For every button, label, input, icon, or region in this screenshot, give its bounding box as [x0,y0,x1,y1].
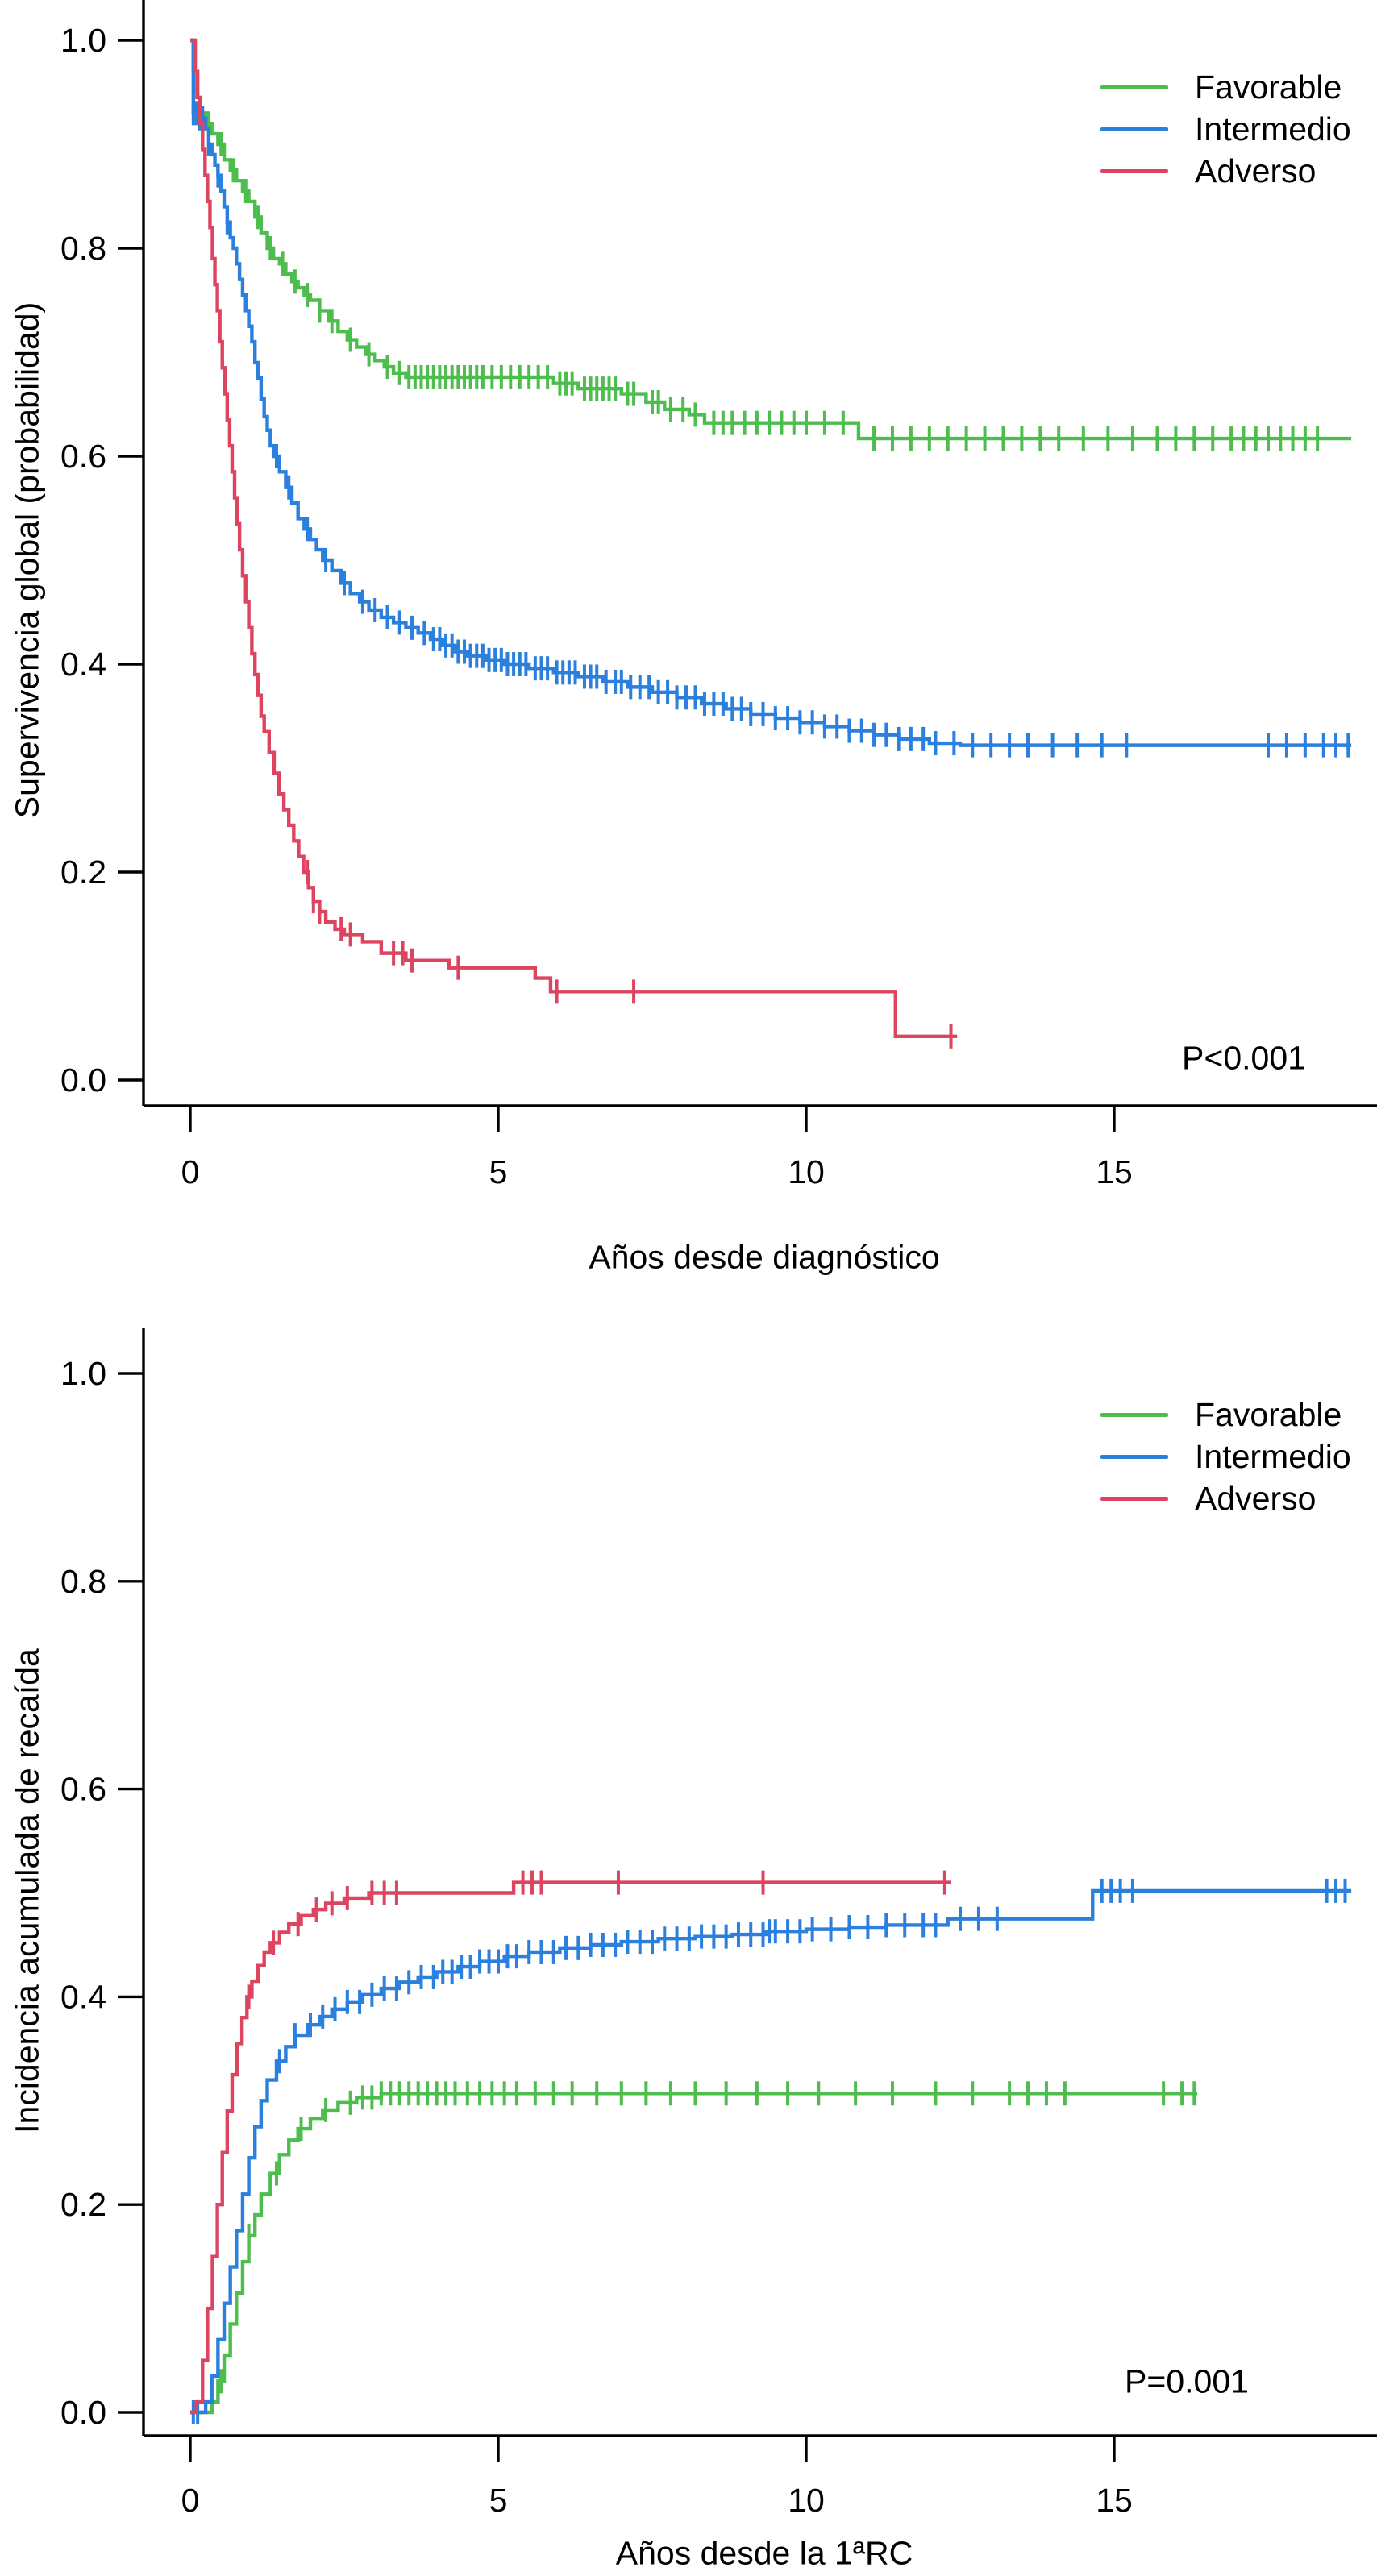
x-tick-label: 0 [181,1153,200,1190]
adverso-line-swatch [1100,1497,1168,1501]
curve-favorable [190,38,1352,441]
curve-favorable [190,2092,1198,2415]
y-tick-label: 0.6 [60,1771,106,1808]
y-tick-label: 0.6 [60,438,106,475]
os-legend: Favorable Intermedio Adverso [1100,68,1367,229]
legend-label: Favorable [1195,69,1342,106]
x-tick-label: 15 [1096,2482,1133,2519]
curve-adverso [190,38,958,1039]
os-x-axis-label: Años desde diagnóstico [589,1238,940,1276]
legend-label: Adverso [1195,152,1317,189]
legend-label: Favorable [1195,1396,1342,1433]
cir-p-value: P=0.001 [1125,2362,1249,2400]
curve-adverso [190,1880,951,2415]
legend-label: Intermedio [1195,1438,1351,1475]
x-tick-label: 10 [788,2482,825,2519]
y-tick-label: 0.2 [60,2186,106,2223]
intermedio-line-swatch [1100,127,1168,131]
y-tick-label: 0.2 [60,854,106,891]
x-tick-label: 0 [181,2482,200,2519]
adverso-line-swatch [1100,169,1168,173]
y-tick-label: 0.8 [60,1563,106,1600]
x-tick-label: 5 [489,2482,508,2519]
cir-legend: Favorable Intermedio Adverso [1100,1395,1367,1556]
relapse-incidence-chart: 0.0 0.2 0.4 0.6 0.8 1.0 0 5 10 15 [60,1328,1377,2519]
os-y-axis-label: Supervivencia global (probabilidad) [8,301,46,819]
favorable-line-swatch [1100,1413,1168,1417]
y-tick-label: 0.0 [60,1062,106,1099]
legend-label: Intermedio [1195,110,1351,147]
favorable-line-swatch [1100,85,1168,89]
y-tick-label: 0.0 [60,2394,106,2431]
y-tick-label: 1.0 [60,1355,106,1392]
x-tick-label: 5 [489,1153,508,1190]
cir-y-axis-label: Incidencia acumulada de recaída [8,1648,46,2134]
curve-intermedio [190,1888,1352,2415]
legend-label: Adverso [1195,1480,1317,1517]
y-tick-label: 0.4 [60,646,106,683]
cir-x-axis-label: Años desde la 1ªRC [615,2534,913,2572]
os-p-value: P<0.001 [1182,1039,1306,1077]
x-tick-label: 15 [1096,1153,1133,1190]
y-tick-label: 1.0 [60,22,106,59]
overall-survival-chart: 0.0 0.2 0.4 0.6 0.8 1.0 0 5 10 15 [60,0,1377,1190]
y-tick-label: 0.8 [60,230,106,267]
intermedio-line-swatch [1100,1455,1168,1459]
y-tick-label: 0.4 [60,1978,106,2015]
x-tick-label: 10 [788,1153,825,1190]
